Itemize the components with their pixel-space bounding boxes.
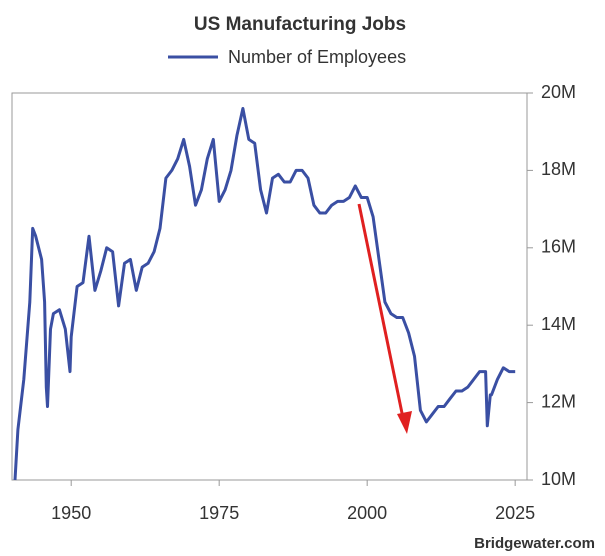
annotation-arrowhead [397,411,412,434]
x-tick-label: 2025 [495,503,535,523]
y-tick-label: 14M [541,314,576,334]
annotation-arrow [357,203,405,419]
chart-title: US Manufacturing Jobs [194,14,406,35]
series-line [13,107,516,481]
y-tick-label: 18M [541,159,576,179]
x-tick-label: 1950 [51,503,91,523]
y-tick-label: 10M [541,469,576,489]
legend-label: Number of Employees [228,47,406,67]
x-tick-label: 1975 [199,503,239,523]
x-tick-label: 2000 [347,503,387,523]
y-tick-label: 20M [541,82,576,102]
y-tick-label: 16M [541,237,576,257]
source: Bridgewater.com [474,535,595,552]
plot-frame [11,92,528,481]
y-tick-label: 12M [541,391,576,411]
